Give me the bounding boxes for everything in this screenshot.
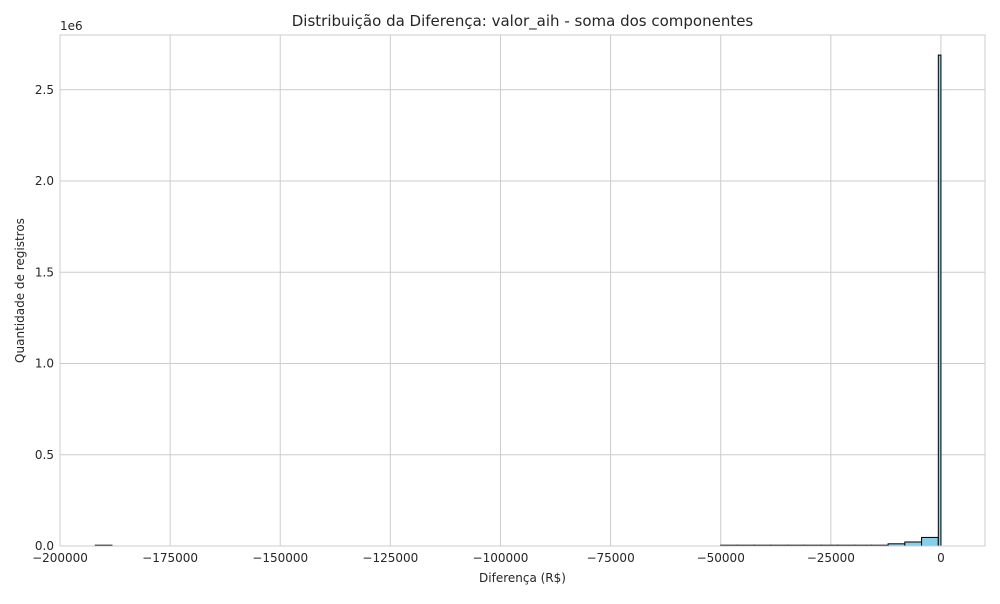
histogram-bar [904,541,923,547]
y-tick-labels: 0.0 0.5 1.0 1.5 2.0 2.5 [35,83,54,553]
chart-title: Distribuição da Diferença: valor_aih - s… [292,12,754,31]
x-tick-label: −25000 [807,551,855,565]
y-tick-label: 2.0 [35,174,54,188]
x-tick-label: −150000 [252,551,308,565]
x-tick-label: −125000 [362,551,418,565]
histogram-bars [94,54,942,547]
x-axis-label: Diferença (R$) [479,571,566,585]
x-tick-label: −75000 [586,551,634,565]
x-tick-label: −50000 [697,551,745,565]
plot-frame [59,34,986,547]
y-axis-label: Quantidade de registros [13,218,27,363]
histogram-bar [921,536,939,547]
y-tick-label: 1.0 [35,357,54,371]
y-tick-label: 0.0 [35,539,54,553]
grid-lines [59,35,985,547]
y-tick-label: 2.5 [35,83,54,97]
x-tick-label: −175000 [142,551,198,565]
histogram-bar [937,54,942,547]
y-axis-offset-label: 1e6 [60,19,83,33]
x-tick-label: 0 [937,551,945,565]
x-tick-labels: −200000 −175000 −150000 −125000 −100000 −7500… [32,551,945,565]
y-tick-label: 0.5 [35,448,54,462]
x-tick-label: −100000 [473,551,529,565]
x-tick-label: −200000 [32,551,88,565]
y-tick-label: 1.5 [35,265,54,279]
